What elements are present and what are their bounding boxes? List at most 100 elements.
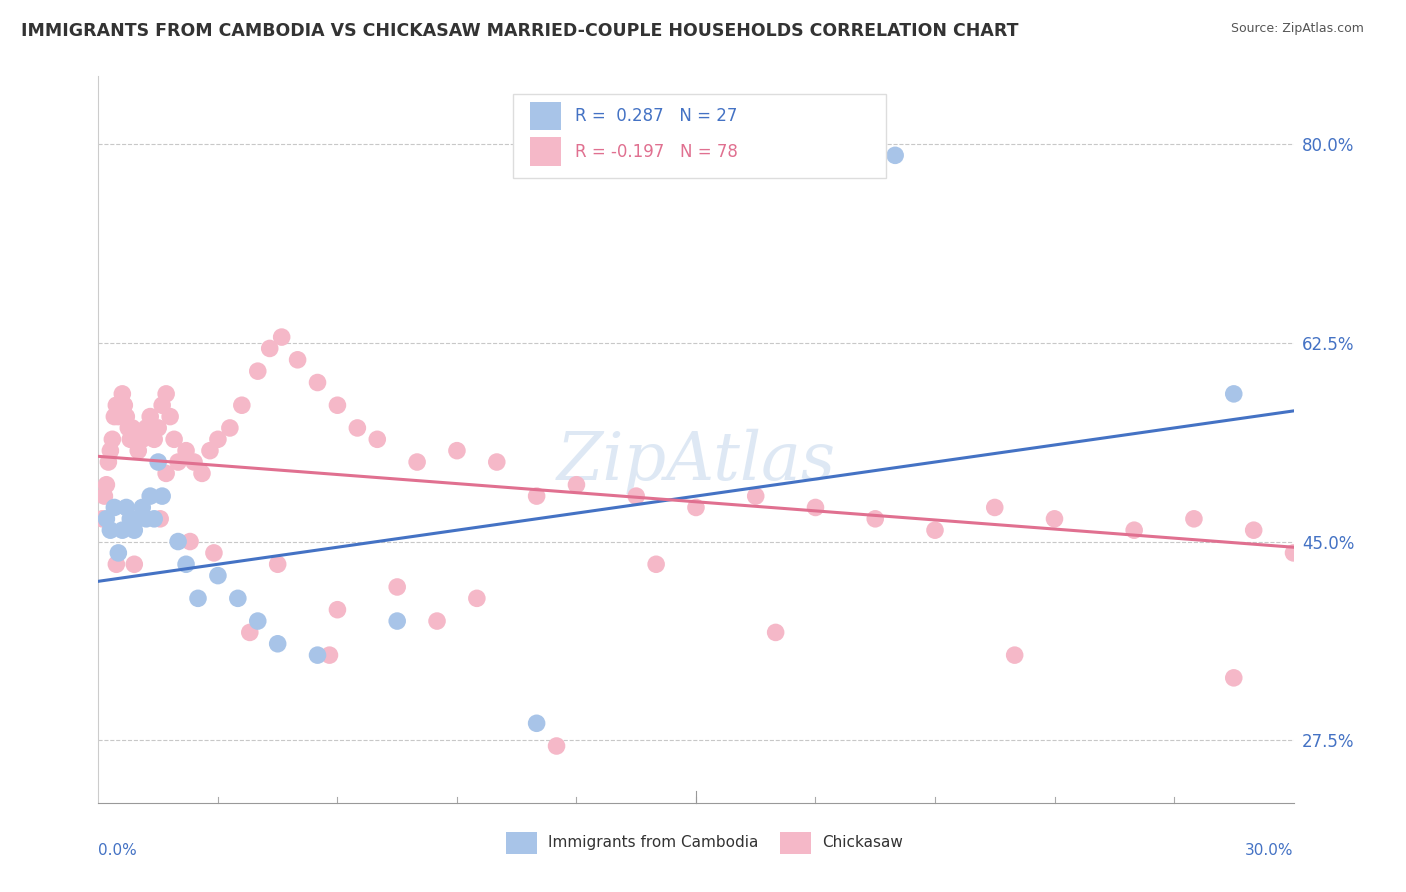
Point — [191, 467, 214, 481]
Point — [207, 433, 229, 447]
Point — [745, 489, 768, 503]
Point — [174, 443, 197, 458]
Point — [239, 625, 262, 640]
Point — [187, 591, 209, 606]
Point — [346, 421, 368, 435]
Point — [202, 546, 225, 560]
Point — [97, 455, 120, 469]
Text: 0.0%: 0.0% — [98, 843, 138, 858]
Point — [107, 409, 129, 424]
Text: IMMIGRANTS FROM CAMBODIA VS CHICKASAW MARRIED-COUPLE HOUSEHOLDS CORRELATION CHAR: IMMIGRANTS FROM CAMBODIA VS CHICKASAW MA… — [21, 22, 1018, 40]
Text: R =  0.287   N = 27: R = 0.287 N = 27 — [575, 107, 737, 125]
Point — [131, 500, 153, 515]
Point — [804, 500, 827, 515]
Point — [96, 477, 118, 491]
Point — [143, 512, 166, 526]
Point — [135, 512, 157, 526]
Point — [115, 409, 138, 424]
Point — [159, 409, 181, 424]
Point — [117, 421, 139, 435]
Point — [120, 433, 142, 447]
Point — [1223, 387, 1246, 401]
Point — [155, 387, 177, 401]
Point — [219, 421, 242, 435]
Point — [98, 523, 122, 537]
Point — [526, 716, 548, 731]
Point — [267, 637, 290, 651]
Point — [267, 558, 290, 572]
Point — [326, 603, 349, 617]
Point — [1223, 671, 1246, 685]
Point — [174, 558, 197, 572]
Point — [385, 580, 409, 594]
Point — [645, 558, 668, 572]
Point — [143, 433, 166, 447]
Point — [307, 376, 329, 390]
Point — [366, 433, 388, 447]
Point — [103, 500, 125, 515]
Point — [307, 648, 329, 662]
Text: Source: ZipAtlas.com: Source: ZipAtlas.com — [1230, 22, 1364, 36]
Point — [149, 512, 172, 526]
Point — [148, 455, 170, 469]
Text: 30.0%: 30.0% — [1246, 843, 1294, 858]
Point — [426, 614, 449, 628]
Point — [148, 421, 170, 435]
Point — [96, 512, 118, 526]
Point — [1182, 512, 1205, 526]
Point — [246, 614, 269, 628]
Point — [287, 352, 309, 367]
Point — [183, 455, 205, 469]
Point — [259, 342, 281, 356]
Point — [135, 421, 157, 435]
Point — [446, 443, 468, 458]
Point — [111, 387, 134, 401]
Point — [406, 455, 429, 469]
Point — [107, 546, 129, 560]
Point — [124, 558, 146, 572]
Point — [115, 500, 138, 515]
Point — [93, 489, 115, 503]
Point — [150, 489, 173, 503]
Point — [167, 455, 190, 469]
Point — [924, 523, 946, 537]
Point — [984, 500, 1007, 515]
Point — [120, 512, 142, 526]
Text: R = -0.197   N = 78: R = -0.197 N = 78 — [575, 143, 738, 161]
Point — [198, 443, 221, 458]
Point — [131, 433, 153, 447]
Point — [91, 512, 114, 526]
Text: ZipAtlas: ZipAtlas — [557, 428, 835, 494]
Point — [1004, 648, 1026, 662]
Text: Immigrants from Cambodia: Immigrants from Cambodia — [548, 836, 759, 850]
Point — [565, 477, 588, 491]
Point — [326, 398, 349, 412]
Point — [103, 409, 125, 424]
Point — [124, 433, 146, 447]
Point — [112, 398, 135, 412]
Point — [526, 489, 548, 503]
Point — [226, 591, 249, 606]
Point — [546, 739, 568, 753]
Point — [111, 523, 134, 537]
Point — [105, 398, 128, 412]
Point — [163, 433, 186, 447]
Point — [110, 398, 132, 412]
Text: Chickasaw: Chickasaw — [823, 836, 904, 850]
Point — [105, 558, 128, 572]
Point — [121, 421, 143, 435]
Point — [155, 467, 177, 481]
Point — [124, 523, 146, 537]
Point — [270, 330, 292, 344]
Point — [127, 443, 149, 458]
Point — [246, 364, 269, 378]
Point — [465, 591, 488, 606]
Point — [1243, 523, 1265, 537]
Point — [139, 489, 162, 503]
Point — [1123, 523, 1146, 537]
Point — [884, 148, 907, 162]
Point — [1043, 512, 1066, 526]
Point — [231, 398, 253, 412]
Point — [98, 443, 122, 458]
Point — [765, 625, 787, 640]
